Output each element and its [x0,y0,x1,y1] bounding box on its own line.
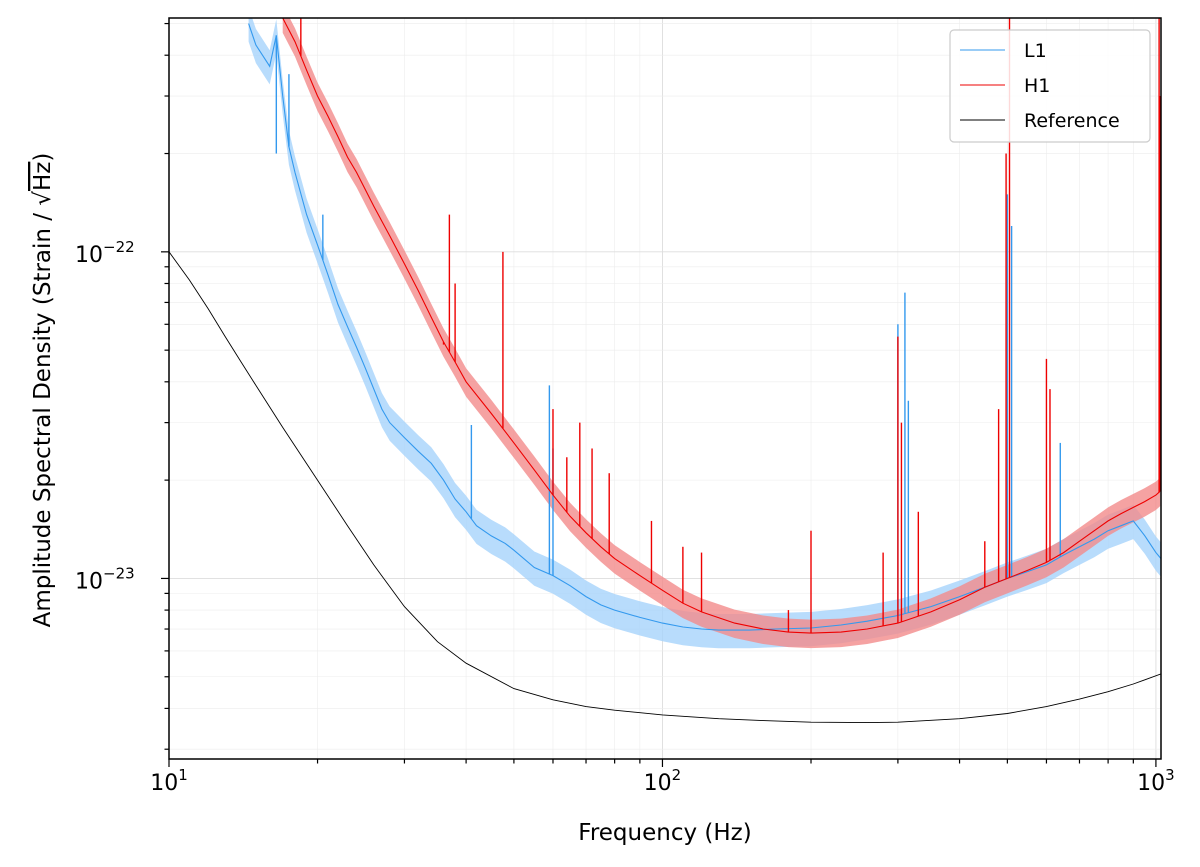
plot-series [169,18,1161,724]
l1-line [248,23,1161,631]
x-tick-label: 103 [1137,766,1175,796]
reference-line [169,251,1161,724]
legend-label-reference: Reference [1024,110,1120,132]
y-axis-label-radicand: Hz [30,162,56,191]
x-axis-label: Frequency (Hz) [578,820,751,846]
h1-line [282,18,1161,634]
legend-box [949,29,1151,143]
legend-label-h1: H1 [1024,75,1050,97]
plot-frame [168,17,1162,760]
x-tick-label: 102 [644,766,682,796]
y-tick-label: 10−23 [75,564,135,594]
y-axis-label-group: Amplitude Spectral Density (Strain / √Hz… [30,153,56,628]
legend: L1 H1 Reference [949,29,1151,143]
y-axis-label-prefix: Amplitude Spectral Density (Strain / [30,206,56,628]
legend-label-l1: L1 [1024,40,1047,62]
axis-ticks: 101 102 103 10−23 10−22 [75,22,1175,796]
y-tick-label: 10−22 [75,238,135,268]
y-axis-label-suffix: ) [30,153,56,162]
x-tick-label: 101 [150,766,188,796]
y-axis-label: Amplitude Spectral Density (Strain / √Hz… [30,153,56,628]
y-axis-label-radical: √ [30,191,56,206]
